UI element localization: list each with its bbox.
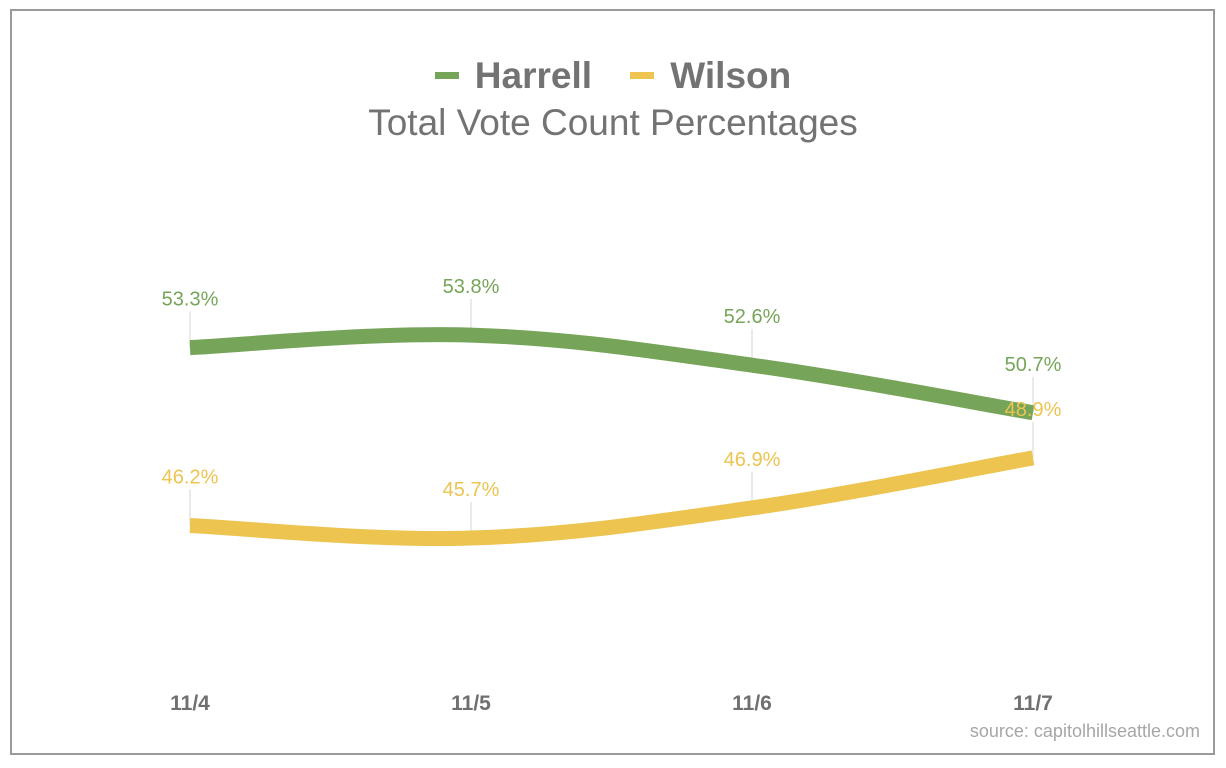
data-label-wilson: 46.2% [162, 467, 219, 489]
data-label-harrell: 53.3% [162, 289, 219, 311]
data-label-wilson: 46.9% [724, 449, 781, 471]
legend-item-wilson: Wilson [630, 55, 791, 97]
legend: Harrell Wilson [0, 46, 1226, 97]
data-label-harrell: 53.8% [443, 276, 500, 298]
chart-title: Total Vote Count Percentages [368, 102, 858, 143]
legend-swatch-harrell [434, 72, 459, 79]
x-tick-label: 11/7 [1013, 692, 1053, 715]
data-label-wilson: 45.7% [443, 479, 500, 501]
chart-frame [10, 9, 1215, 755]
legend-label-wilson: Wilson [670, 54, 792, 96]
legend-item-harrell: Harrell [434, 54, 592, 97]
legend-label-harrell: Harrell [474, 54, 592, 96]
x-tick-label: 11/5 [451, 692, 491, 715]
x-tick-label: 11/6 [732, 692, 772, 715]
legend-swatch-wilson [630, 72, 655, 79]
series-line-wilson [189, 450, 1035, 547]
source-note: source: capitolhillseattle.com [969, 721, 1200, 741]
x-tick-label: 11/4 [170, 692, 210, 715]
data-label-wilson: 48.9% [1005, 399, 1062, 421]
series-line-harrell [189, 327, 1035, 421]
data-label-harrell: 52.6% [724, 306, 781, 328]
data-label-harrell: 50.7% [1005, 354, 1062, 376]
